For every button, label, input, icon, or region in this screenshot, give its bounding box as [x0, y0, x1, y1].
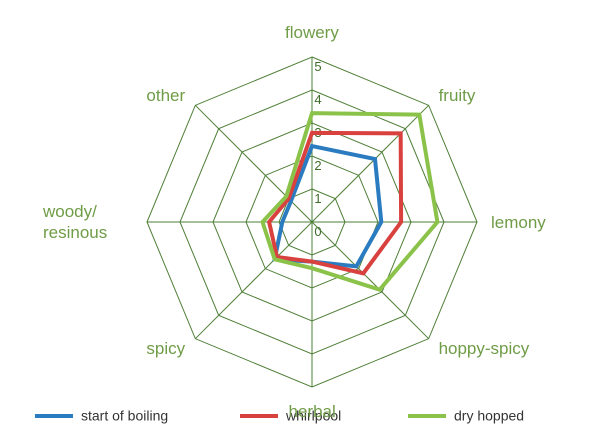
tick-label: 5: [314, 59, 321, 74]
spoke: [311, 221, 430, 340]
category-label: fruity: [438, 85, 476, 105]
tick-label: 0: [314, 224, 321, 239]
category-label: herbal: [288, 402, 336, 421]
series-line: [266, 130, 404, 276]
spoke: [194, 221, 313, 340]
category-label: lemony: [491, 212, 546, 232]
tick-label: 4: [314, 92, 321, 107]
category-label: other: [146, 85, 186, 105]
series-line: [260, 111, 440, 292]
spoke: [194, 104, 313, 223]
tick-label: 1: [314, 191, 321, 206]
category-label: flowery: [285, 23, 339, 42]
category-label: hoppy-spicy: [438, 339, 530, 359]
spoke: [311, 104, 430, 223]
legend-label: whirlpool: [285, 408, 341, 424]
category-label: woody/ resinous: [43, 202, 108, 242]
tick-label: 2: [314, 158, 321, 173]
legend-label: dry hopped: [454, 408, 524, 424]
category-label: spicy: [146, 339, 186, 359]
legend-label: start of boiling: [81, 408, 168, 424]
